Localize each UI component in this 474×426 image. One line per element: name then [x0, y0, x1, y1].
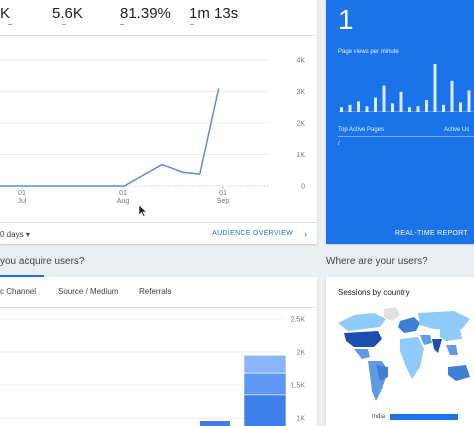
map-india — [432, 339, 442, 353]
pageviews-bar — [357, 101, 360, 112]
map-middle-east — [420, 335, 432, 345]
pageviews-bar — [399, 91, 403, 112]
acquisition-card: c Channel Source / Medium Referrals 2.5K… — [0, 277, 317, 426]
stacked-bar-segment — [243, 394, 287, 426]
metric-session-duration[interactable]: 1m 13s — [189, 5, 239, 22]
pageviews-bar — [382, 85, 386, 112]
metric-sessions-sparkline — [62, 24, 66, 25]
y-tick-label: 0 — [301, 184, 305, 191]
pageviews-bar — [391, 103, 394, 112]
audience-overview-link[interactable]: AUDIENCE OVERVIEW — [212, 230, 293, 237]
metric-bounce-sparkline — [120, 24, 124, 25]
x-tick-month: Jul — [18, 198, 27, 205]
acquire-heading-underline — [0, 275, 44, 277]
pageviews-bar — [348, 104, 352, 112]
sessions-by-country-title: Sessions by country — [338, 288, 410, 297]
map-greenland — [384, 307, 400, 321]
active-users-label: Active Us — [444, 127, 470, 133]
y-tick-label: 2K — [296, 121, 305, 128]
metric-users-sparkline — [8, 24, 12, 25]
pageviews-bar — [365, 106, 369, 112]
tab-referrals[interactable]: Referrals — [139, 287, 172, 296]
metric-users[interactable]: K — [0, 5, 11, 22]
map-canada — [338, 313, 386, 331]
metric-bounce-rate[interactable]: 81.39% — [120, 5, 171, 22]
pageviews-bar-chart — [338, 64, 474, 112]
world-map[interactable] — [334, 305, 474, 409]
y-tick-label: 3K — [296, 89, 305, 96]
realtime-card: 1 Page views per minute Top Active Pages… — [326, 0, 474, 244]
pageviews-bar — [433, 64, 437, 112]
mouse-cursor-icon — [139, 205, 147, 217]
x-tick-day: 01 — [119, 190, 127, 197]
top-country-label: India — [372, 414, 386, 420]
sessions-series-line — [0, 88, 220, 187]
metrics-divider — [0, 35, 317, 36]
caret-down-icon: ▾ — [25, 230, 30, 239]
x-tick-month: Sep — [217, 198, 230, 205]
map-mexico — [354, 349, 370, 359]
footer-divider — [0, 222, 317, 223]
chevron-right-icon[interactable]: › — [304, 229, 307, 239]
y-tick-label: 2.5K — [291, 317, 306, 324]
top-active-pages-label: Top Active Pages — [338, 127, 385, 133]
map-russia — [418, 311, 470, 329]
pageviews-bar — [416, 106, 420, 112]
pageviews-bar — [408, 107, 411, 112]
y-tick-label: 4K — [296, 58, 305, 65]
pageviews-bar — [442, 104, 445, 112]
metric-sessions[interactable]: 5.6K — [52, 5, 83, 22]
pageviews-bar — [459, 102, 462, 112]
active-page-row[interactable]: / — [338, 141, 340, 147]
bar-segment — [200, 421, 230, 426]
pageviews-bar — [450, 80, 454, 112]
realtime-report-link[interactable]: REAL-TIME REPORT — [394, 230, 468, 237]
audience-overview-card: K 5.6K 81.39% 1m 13s 4K 3K 2K 1K 0 01 Jul 01 Aug… — [0, 0, 317, 244]
stacked-bar-segment — [243, 354, 287, 374]
date-range-label: 0 days — [0, 230, 24, 239]
where-users-heading: Where are your users? — [326, 256, 428, 267]
x-tick-day: 01 — [219, 190, 227, 197]
pageviews-bar — [340, 107, 343, 112]
y-tick-label: 1K — [296, 416, 305, 423]
map-africa — [400, 337, 424, 379]
top-country-bar — [390, 414, 458, 420]
metric-duration-sparkline — [190, 24, 194, 25]
map-china — [440, 329, 462, 341]
acquire-users-heading: you acquire users? — [0, 256, 85, 267]
pageviews-per-minute-label: Page views per minute — [338, 49, 399, 55]
pageviews-bar — [467, 90, 471, 112]
y-tick-label: 2K — [296, 350, 305, 357]
y-tick-label: 1K — [296, 152, 305, 159]
tab-default-channel[interactable]: c Channel — [0, 287, 37, 296]
map-southeast-asia — [446, 345, 458, 355]
map-usa — [344, 331, 382, 347]
sessions-by-country-card: Sessions by country India — [326, 277, 474, 426]
pageviews-bar — [425, 100, 428, 112]
realtime-divider — [338, 136, 474, 137]
stacked-bar-segment — [243, 372, 287, 396]
tab-source-medium[interactable]: Source / Medium — [58, 287, 119, 296]
acquisition-bar-chart: 2.5K 2K 1.5K 1K — [0, 317, 306, 426]
map-europe — [398, 317, 420, 333]
y-tick-label: 1.5K — [291, 383, 306, 390]
date-range-dropdown[interactable]: 0 days ▾ — [0, 230, 30, 239]
map-brazil — [376, 365, 388, 381]
tabs-divider — [0, 307, 317, 308]
map-australia — [448, 365, 470, 381]
x-tick-month: Aug — [117, 198, 130, 205]
realtime-active-count: 1 — [338, 4, 354, 35]
pageviews-bar — [374, 97, 377, 112]
x-tick-day: 01 — [18, 190, 26, 197]
